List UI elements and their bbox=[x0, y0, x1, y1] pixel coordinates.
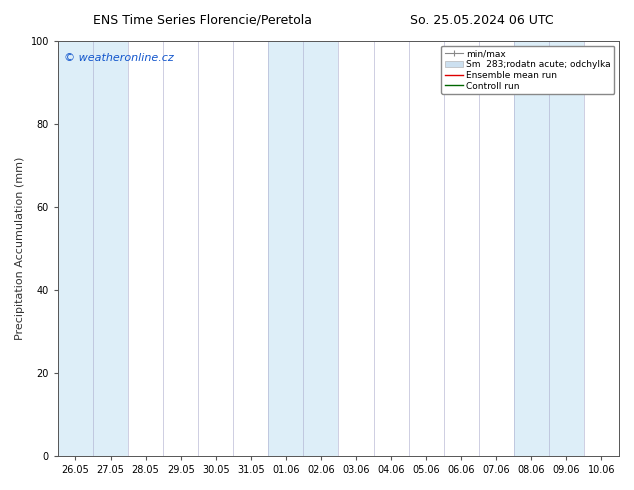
Bar bbox=[514, 41, 549, 456]
Bar bbox=[268, 41, 304, 456]
Text: ENS Time Series Florencie/Peretola: ENS Time Series Florencie/Peretola bbox=[93, 14, 313, 27]
Bar bbox=[549, 41, 584, 456]
Bar bbox=[304, 41, 339, 456]
Bar bbox=[93, 41, 128, 456]
Text: So. 25.05.2024 06 UTC: So. 25.05.2024 06 UTC bbox=[410, 14, 553, 27]
Y-axis label: Precipitation Accumulation (mm): Precipitation Accumulation (mm) bbox=[15, 157, 25, 340]
Bar bbox=[58, 41, 93, 456]
Text: © weatheronline.cz: © weatheronline.cz bbox=[63, 53, 173, 64]
Legend: min/max, Sm  283;rodatn acute; odchylka, Ensemble mean run, Controll run: min/max, Sm 283;rodatn acute; odchylka, … bbox=[441, 46, 614, 94]
